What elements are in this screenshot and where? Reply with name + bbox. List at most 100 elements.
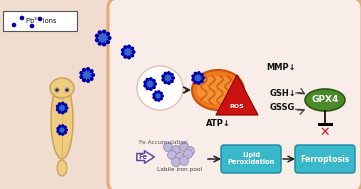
Circle shape bbox=[96, 34, 99, 37]
Circle shape bbox=[90, 77, 93, 80]
Circle shape bbox=[144, 81, 147, 84]
Circle shape bbox=[96, 39, 99, 42]
FancyBboxPatch shape bbox=[221, 145, 281, 173]
Circle shape bbox=[194, 81, 197, 84]
Circle shape bbox=[124, 56, 127, 58]
Circle shape bbox=[155, 91, 157, 93]
Circle shape bbox=[195, 75, 201, 81]
Circle shape bbox=[153, 96, 155, 98]
Circle shape bbox=[103, 43, 106, 46]
Circle shape bbox=[171, 146, 180, 154]
Circle shape bbox=[57, 130, 59, 132]
Circle shape bbox=[160, 98, 162, 100]
Circle shape bbox=[153, 94, 155, 96]
Circle shape bbox=[124, 46, 127, 49]
Circle shape bbox=[155, 93, 161, 99]
FancyArrowPatch shape bbox=[137, 151, 154, 163]
Circle shape bbox=[59, 105, 65, 111]
Circle shape bbox=[132, 51, 135, 53]
FancyBboxPatch shape bbox=[295, 145, 355, 173]
Circle shape bbox=[161, 95, 163, 97]
Circle shape bbox=[131, 54, 134, 57]
Circle shape bbox=[164, 143, 173, 152]
Circle shape bbox=[58, 111, 61, 113]
Text: GSH↓: GSH↓ bbox=[270, 90, 297, 98]
Circle shape bbox=[62, 125, 64, 127]
Circle shape bbox=[168, 72, 170, 74]
Circle shape bbox=[83, 79, 86, 81]
Circle shape bbox=[128, 45, 130, 48]
Circle shape bbox=[198, 82, 200, 84]
Circle shape bbox=[168, 82, 170, 84]
Circle shape bbox=[57, 108, 59, 111]
Text: Ferroptosis: Ferroptosis bbox=[300, 154, 349, 163]
Circle shape bbox=[125, 49, 131, 55]
Ellipse shape bbox=[50, 78, 74, 98]
Circle shape bbox=[60, 127, 65, 133]
Circle shape bbox=[160, 92, 162, 94]
Circle shape bbox=[153, 86, 155, 88]
Circle shape bbox=[158, 99, 160, 101]
Circle shape bbox=[108, 36, 111, 40]
Circle shape bbox=[64, 126, 66, 128]
Circle shape bbox=[83, 68, 86, 71]
Circle shape bbox=[106, 32, 109, 35]
Circle shape bbox=[62, 102, 64, 105]
Circle shape bbox=[66, 89, 68, 91]
Circle shape bbox=[162, 75, 164, 77]
Text: GSSG: GSSG bbox=[270, 104, 295, 112]
Circle shape bbox=[57, 128, 59, 129]
Circle shape bbox=[144, 84, 147, 87]
Circle shape bbox=[162, 79, 164, 81]
Circle shape bbox=[103, 30, 106, 33]
Circle shape bbox=[175, 153, 184, 161]
Circle shape bbox=[128, 56, 130, 59]
Circle shape bbox=[62, 112, 64, 114]
Circle shape bbox=[87, 68, 90, 70]
Circle shape bbox=[65, 104, 67, 106]
Circle shape bbox=[192, 75, 195, 77]
Circle shape bbox=[147, 81, 153, 87]
Circle shape bbox=[106, 41, 109, 44]
Text: ROS: ROS bbox=[230, 105, 244, 109]
Circle shape bbox=[122, 53, 124, 55]
Circle shape bbox=[65, 129, 67, 131]
Circle shape bbox=[90, 70, 93, 73]
Circle shape bbox=[58, 103, 61, 105]
Circle shape bbox=[164, 81, 167, 84]
Circle shape bbox=[153, 80, 155, 82]
Text: GPX4: GPX4 bbox=[311, 95, 339, 105]
Text: MMP↓: MMP↓ bbox=[266, 64, 296, 73]
Circle shape bbox=[192, 79, 195, 81]
Circle shape bbox=[21, 16, 23, 20]
Text: Labile iron pool: Labile iron pool bbox=[157, 167, 203, 173]
FancyBboxPatch shape bbox=[3, 11, 77, 31]
Circle shape bbox=[98, 42, 101, 45]
Circle shape bbox=[87, 79, 90, 82]
Circle shape bbox=[62, 133, 64, 135]
Circle shape bbox=[122, 49, 124, 51]
Circle shape bbox=[66, 107, 68, 109]
Circle shape bbox=[194, 72, 197, 75]
Ellipse shape bbox=[51, 81, 73, 159]
Circle shape bbox=[80, 76, 83, 78]
Circle shape bbox=[154, 83, 156, 85]
Circle shape bbox=[165, 75, 171, 81]
Circle shape bbox=[202, 77, 204, 79]
Circle shape bbox=[201, 80, 203, 82]
Text: Fe Accumulation: Fe Accumulation bbox=[139, 140, 187, 146]
Circle shape bbox=[38, 17, 42, 21]
Circle shape bbox=[172, 77, 174, 79]
Circle shape bbox=[171, 80, 173, 82]
Circle shape bbox=[57, 105, 59, 108]
Circle shape bbox=[65, 88, 69, 92]
Ellipse shape bbox=[137, 66, 183, 110]
Circle shape bbox=[150, 88, 152, 90]
FancyBboxPatch shape bbox=[108, 0, 361, 189]
Circle shape bbox=[59, 125, 61, 127]
Circle shape bbox=[158, 91, 160, 93]
Circle shape bbox=[198, 72, 200, 74]
Text: ✕: ✕ bbox=[320, 125, 330, 139]
Circle shape bbox=[92, 74, 94, 76]
Ellipse shape bbox=[305, 89, 345, 111]
